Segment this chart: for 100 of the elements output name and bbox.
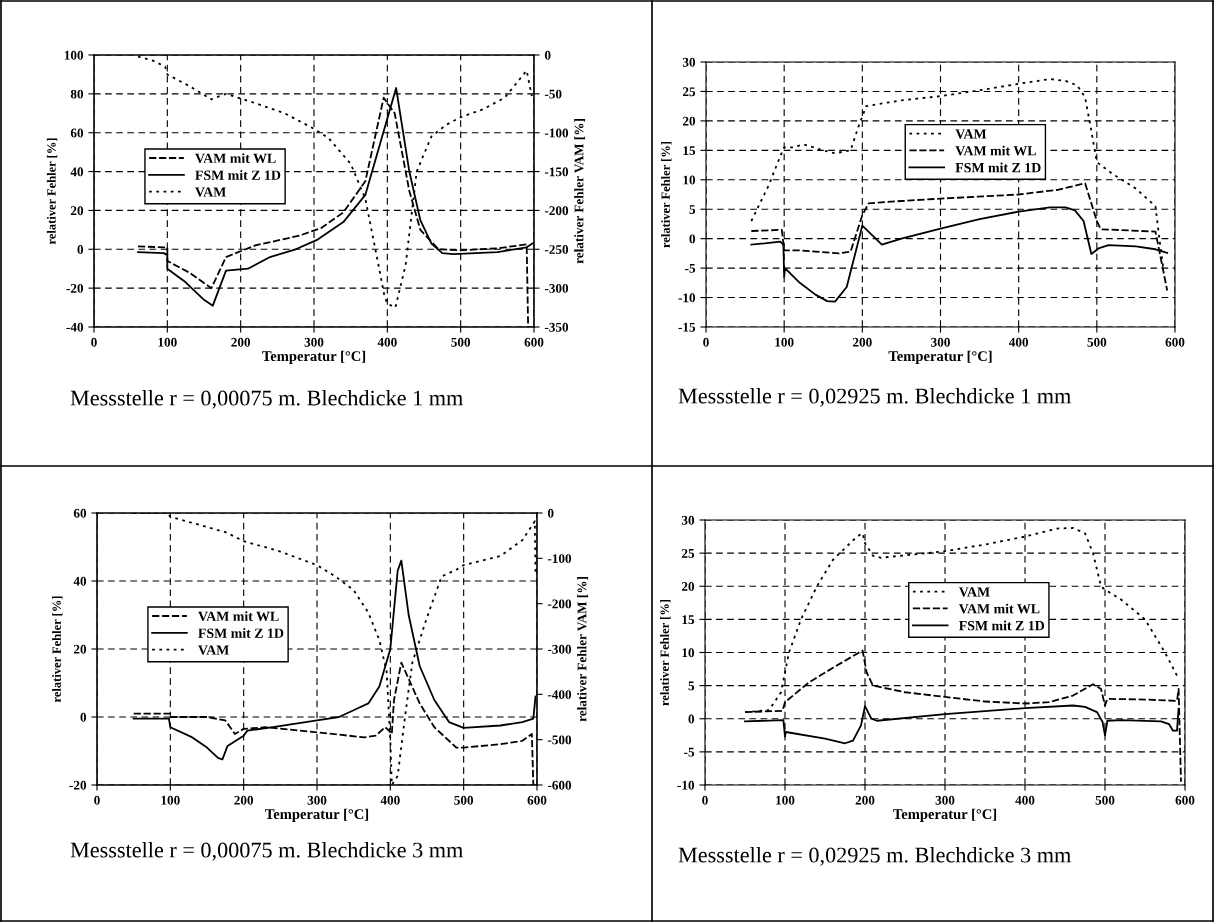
legend-label: VAM xyxy=(195,187,226,197)
legend-label: FSM mit Z 1D xyxy=(198,628,284,638)
x-axis-title: Temperatur [°C] xyxy=(265,808,369,822)
y-tick-label: 15 xyxy=(682,615,695,625)
text: Messstelle r = 0,02925 m. Blechdicke 1 mm xyxy=(678,387,1071,407)
x-tick-label: 600 xyxy=(527,795,547,805)
x-tick-label: 100 xyxy=(158,337,177,347)
x-tick-label: 400 xyxy=(1008,337,1029,347)
y-tick-label: 100 xyxy=(64,50,84,60)
x-axis-title: Temperatur [°C] xyxy=(262,350,366,364)
y-tick-label: 60 xyxy=(70,128,84,138)
y2-tick-label: -100 xyxy=(547,554,572,564)
y-tick-label: 5 xyxy=(689,205,696,214)
y-tick-label: -5 xyxy=(684,747,695,757)
x-tick-label: 0 xyxy=(703,337,709,347)
y2-tick-label: -600 xyxy=(547,780,572,790)
y-tick-label: -15 xyxy=(678,322,696,332)
y2-tick-label: 0 xyxy=(547,508,554,518)
y-tick-label: -20 xyxy=(66,283,84,293)
y-tick-label: -20 xyxy=(69,780,87,790)
x-tick-label: 300 xyxy=(304,337,324,347)
x-tick-label: 600 xyxy=(1175,795,1195,805)
x-tick-label: 300 xyxy=(931,337,950,347)
legend-label: VAM mit WL xyxy=(195,153,276,164)
x-tick-label: 100 xyxy=(161,795,180,805)
y-axis-title: relativer Fehler [%] xyxy=(52,596,63,703)
y2-tick-label: -150 xyxy=(544,167,569,177)
x-tick-label: 500 xyxy=(454,795,474,805)
legend-label: VAM mit WL xyxy=(198,611,279,622)
x-tick-label: 0 xyxy=(94,795,100,805)
y-tick-label: -10 xyxy=(677,780,695,790)
x-tick-label: 600 xyxy=(524,337,544,347)
y-tick-label: 20 xyxy=(73,644,87,654)
y2-tick-label: -500 xyxy=(547,735,572,745)
x-tick-label: 400 xyxy=(380,795,400,805)
y-axis-title: relativer Fehler [%] xyxy=(660,599,671,706)
x-tick-label: 100 xyxy=(776,795,795,805)
y-axis-title: relativer Fehler [%] xyxy=(661,141,672,248)
y-tick-label: 60 xyxy=(73,508,87,518)
x-tick-label: 100 xyxy=(775,337,794,347)
y2-tick-label: -300 xyxy=(547,644,572,654)
y-tick-label: 30 xyxy=(681,515,695,525)
x-tick-label: 300 xyxy=(307,795,327,805)
y2-tick-label: -400 xyxy=(547,690,572,700)
y-tick-label: 0 xyxy=(689,234,696,244)
x-tick-label: 0 xyxy=(91,337,97,347)
legend-label: VAM mit WL xyxy=(955,145,1036,156)
y-tick-label: 20 xyxy=(682,116,696,126)
legend-label: FSM mit Z 1D xyxy=(955,162,1041,173)
x-tick-label: 200 xyxy=(231,337,251,347)
y2-tick-label: -200 xyxy=(544,206,569,216)
x-tick-label: 500 xyxy=(1087,337,1107,347)
legend-label: VAM mit WL xyxy=(958,603,1040,614)
y2-tick-label: -300 xyxy=(544,283,569,293)
y2-tick-label: -250 xyxy=(544,245,569,254)
y-tick-label: -5 xyxy=(685,264,696,273)
y2-axis-title: relativer Fehler VAM [%] xyxy=(574,119,586,264)
x-tick-label: 500 xyxy=(451,337,471,347)
y-tick-label: -10 xyxy=(678,293,696,303)
x-tick-label: 200 xyxy=(855,795,875,805)
y-tick-label: 20 xyxy=(681,582,695,591)
y-tick-label: -40 xyxy=(66,322,84,332)
x-tick-label: 200 xyxy=(852,337,872,347)
x-tick-label: 600 xyxy=(1165,337,1185,347)
y-tick-label: 40 xyxy=(70,167,84,177)
x-tick-label: 300 xyxy=(935,795,955,805)
y-tick-label: 30 xyxy=(682,57,696,67)
y-tick-label: 25 xyxy=(682,87,696,97)
y-tick-label: 0 xyxy=(80,712,87,722)
y-axis-title: relativer Fehler [%] xyxy=(46,138,58,245)
y-tick-label: 0 xyxy=(688,714,695,724)
x-axis-title: Temperatur [°C] xyxy=(893,808,997,822)
y-tick-label: 40 xyxy=(73,576,87,586)
x-tick-label: 400 xyxy=(1015,795,1035,805)
x-tick-label: 0 xyxy=(702,795,708,805)
y-tick-label: 0 xyxy=(77,245,84,254)
y-tick-label: 15 xyxy=(683,146,696,156)
legend-label: FSM mit Z 1D xyxy=(195,170,281,180)
y-tick-label: 10 xyxy=(682,648,695,658)
y-tick-label: 20 xyxy=(70,206,84,216)
x-tick-label: 200 xyxy=(234,795,254,805)
y2-tick-label: -350 xyxy=(544,322,569,332)
text: Messstelle r = 0,00075 m. Blechdicke 3 mm xyxy=(70,841,463,861)
text: Messstelle r = 0,00075 m. Blechdicke 1 mm xyxy=(70,389,463,409)
y2-tick-label: -200 xyxy=(547,599,572,609)
y2-tick-label: 0 xyxy=(544,50,551,60)
legend-label: VAM xyxy=(958,587,990,597)
y2-tick-label: -100 xyxy=(544,128,569,138)
y2-axis-title: relativer Fehler VAM [%] xyxy=(577,577,589,722)
y-tick-label: 5 xyxy=(688,681,695,691)
x-tick-label: 500 xyxy=(1095,795,1115,805)
x-axis-title: Temperatur [°C] xyxy=(888,350,992,364)
legend-label: VAM xyxy=(198,645,229,655)
text: Messstelle r = 0,02925 m. Blechdicke 3 mm xyxy=(678,846,1071,866)
y-tick-label: 10 xyxy=(683,175,696,185)
legend-label: VAM xyxy=(955,129,987,139)
x-tick-label: 400 xyxy=(377,337,397,347)
legend-label: FSM mit Z 1D xyxy=(958,620,1045,631)
y-tick-label: 25 xyxy=(681,548,695,558)
y2-tick-label: -50 xyxy=(544,89,562,99)
